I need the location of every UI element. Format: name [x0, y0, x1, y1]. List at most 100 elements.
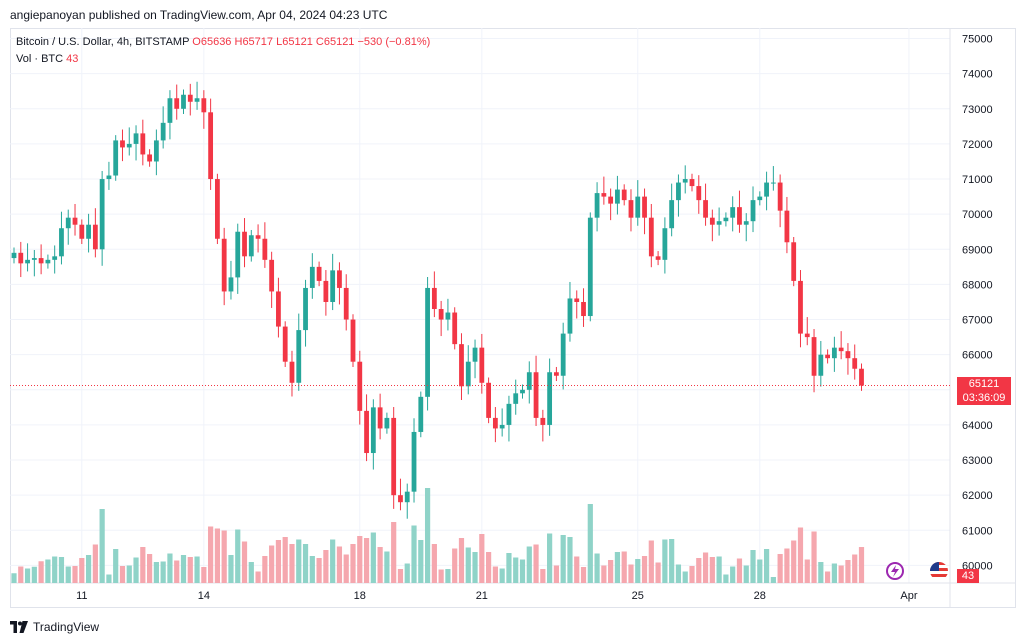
volume-bar — [309, 556, 315, 583]
candle-body — [784, 210, 790, 243]
lightning-icon[interactable] — [886, 562, 904, 580]
volume-bar — [282, 537, 288, 583]
volume-bar — [648, 540, 654, 583]
candle-body — [459, 344, 464, 387]
candle-body — [506, 403, 512, 425]
volume-bar — [736, 558, 743, 583]
volume-bar — [370, 532, 376, 583]
candle-body — [716, 221, 722, 225]
candle-body — [201, 98, 207, 113]
candle-body — [187, 94, 193, 102]
volume-bar — [126, 565, 132, 583]
legend-vol-value: 43 — [66, 53, 79, 65]
volume-bar — [235, 529, 241, 583]
tradingview-logo[interactable] — [10, 621, 28, 633]
footer-brand[interactable]: TradingView — [33, 620, 100, 634]
candle-body — [730, 207, 736, 218]
volume-bar — [852, 554, 858, 583]
candle-body — [323, 280, 329, 302]
candle-body — [276, 291, 281, 327]
volume-bar — [492, 566, 498, 583]
volume-bar — [221, 530, 227, 583]
candle-body — [221, 238, 227, 292]
legend-symbol[interactable]: Bitcoin / U.S. Dollar, 4h, BITSTAMP — [16, 36, 190, 48]
volume-bar — [723, 574, 729, 583]
volume-bar — [560, 535, 566, 583]
volume-bar — [587, 504, 593, 583]
y-tick-label: 66000 — [962, 350, 993, 362]
x-tick-label: 18 — [354, 590, 366, 602]
volume-bar — [770, 577, 776, 583]
volume-bar — [330, 539, 336, 583]
volume-bar — [350, 544, 356, 583]
candle-body — [533, 372, 539, 418]
candle-body — [228, 277, 234, 292]
volume-bar — [11, 573, 17, 583]
candle-body — [391, 417, 397, 496]
candle-body — [540, 417, 546, 425]
candle-body — [737, 207, 742, 225]
volume-bar — [825, 571, 831, 583]
volume-bar — [133, 557, 139, 583]
candle-body — [859, 368, 864, 386]
candle-body — [743, 221, 749, 225]
y-tick-label: 70000 — [962, 209, 993, 221]
volume-bar — [608, 560, 614, 583]
x-tick-label: 11 — [76, 590, 87, 602]
volume-bar — [397, 569, 404, 583]
candle-body — [574, 298, 580, 302]
candle-body — [547, 372, 553, 425]
candle-body — [215, 179, 220, 239]
volume-bar — [791, 540, 797, 583]
candle-body — [452, 312, 458, 345]
volume-bar — [743, 565, 749, 583]
volume-bar — [289, 544, 295, 583]
footer: TradingView — [10, 620, 99, 634]
y-tick-label: 73000 — [962, 104, 993, 116]
volume-bar — [757, 559, 763, 583]
us-flag-icon[interactable] — [930, 562, 948, 580]
published-line: angiepanoyan published on TradingView.co… — [10, 8, 388, 22]
last-price: 65121 — [968, 378, 1000, 390]
candle-body — [513, 393, 519, 404]
candle-body — [438, 309, 444, 320]
x-tick-label: 25 — [632, 590, 644, 602]
volume-bar — [377, 547, 383, 583]
candle-body — [770, 182, 776, 184]
volume-bar — [479, 534, 485, 583]
candle-body — [133, 133, 139, 144]
volume-bar — [506, 553, 512, 583]
candle-body — [608, 196, 614, 204]
candle-body — [818, 354, 824, 376]
volume-bar — [343, 554, 349, 583]
candle-body — [411, 431, 417, 492]
candle-body — [635, 196, 641, 218]
candle-body — [404, 491, 410, 503]
candle-body — [669, 200, 675, 229]
candle-body — [560, 333, 566, 376]
candle-body — [147, 154, 152, 162]
chart-frame — [10, 28, 1016, 608]
candle-body — [777, 182, 783, 211]
candle-body — [852, 358, 858, 369]
volume-bar — [391, 522, 397, 583]
volume-bar — [540, 569, 546, 583]
volume-bar — [38, 561, 44, 583]
candle-body — [31, 258, 37, 260]
volume-bar — [72, 566, 78, 583]
candle-body — [825, 354, 830, 359]
volume-bar — [675, 564, 682, 583]
volume-bar — [669, 539, 675, 583]
candlestick-chart[interactable]: 6000061000620006300064000650006600067000… — [10, 28, 1016, 608]
y-tick-label: 67000 — [962, 315, 993, 327]
candle-body — [486, 382, 491, 418]
x-tick-label: 28 — [754, 590, 766, 602]
volume-bar — [614, 552, 621, 583]
volume-bar — [241, 541, 248, 583]
volume-bar — [418, 540, 424, 583]
volume-bar — [404, 563, 410, 583]
legend-vol-label[interactable]: Vol · BTC — [16, 53, 64, 65]
volume-bar — [445, 569, 451, 583]
candle-body — [153, 140, 159, 162]
volume-bar — [533, 544, 539, 583]
